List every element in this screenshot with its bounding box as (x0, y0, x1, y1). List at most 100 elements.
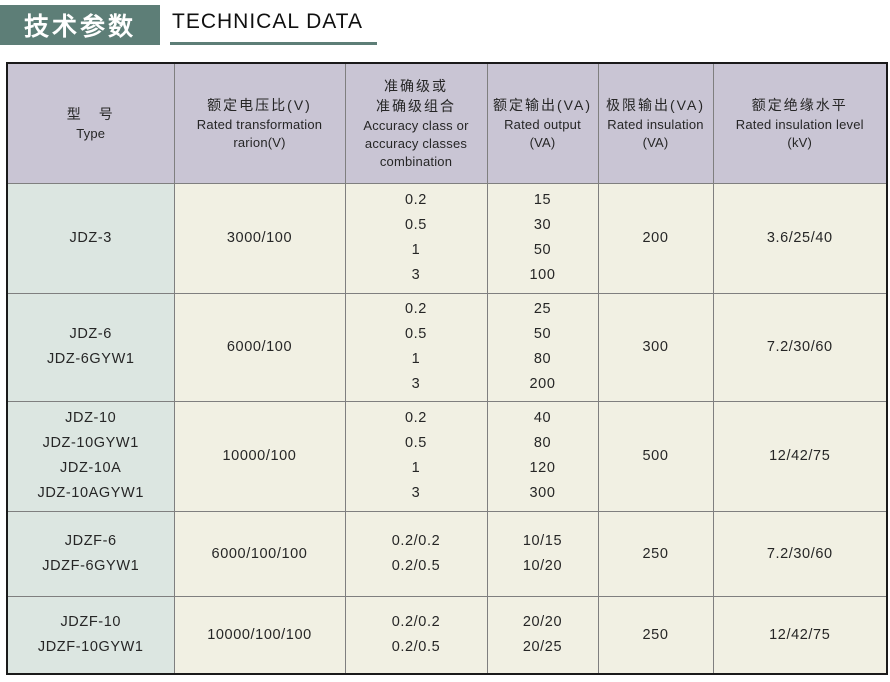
header-voltage-ratio-zh: 额定电压比(V) (207, 96, 312, 113)
cell-accuracy: 0.2/0.2 0.2/0.5 (344, 595, 488, 675)
header-rated-output-zh: 额定输出(VA) (493, 96, 592, 113)
type-name: JDZ-6GYW1 (46, 351, 135, 367)
accuracy-value: 0.2/0.5 (391, 557, 441, 574)
accuracy-value: 0.5 (405, 217, 427, 233)
title-zh: 技术参数 (23, 13, 136, 41)
header-cell-voltage-ratio: 额定电压比(V) Rated transformation rarion(V) (173, 62, 346, 184)
header-cell-accuracy: 准确级或 准确级组合 Accuracy class or accuracy cl… (344, 62, 488, 184)
header-rated-output-en: Rated output (VA) (504, 116, 581, 150)
rated-output-value: 40 (533, 410, 552, 426)
rated-output-value: 80 (533, 351, 552, 367)
cell-type: JDZF-6 JDZF-6GYW1 (6, 510, 175, 597)
header-cell-rated-output: 额定输出(VA) Rated output (VA) (486, 62, 599, 184)
cell-limit-output: 200 (597, 182, 714, 294)
cell-limit-output: 250 (597, 510, 714, 597)
accuracy-value: 0.2/0.5 (391, 638, 441, 655)
rated-output-value: 200 (529, 376, 556, 392)
rated-output-value: 30 (533, 217, 552, 233)
rated-output-value: 100 (529, 267, 556, 283)
header-type-en: Type (76, 125, 106, 141)
cell-rated-output: 15 30 50 100 (486, 182, 599, 294)
accuracy-value: 0.2/0.2 (391, 532, 441, 549)
rated-output-value: 300 (529, 485, 556, 501)
rated-output-value: 20/25 (522, 638, 563, 655)
rated-output-value: 50 (533, 242, 552, 258)
type-name: JDZ-10AGYW1 (37, 485, 144, 501)
cell-rated-output: 10/15 10/20 (486, 510, 599, 597)
header-insulation-level-zh: 额定绝缘水平 (751, 96, 848, 113)
rated-output-value: 20/20 (522, 613, 563, 630)
type-name: JDZ-3 (69, 229, 112, 246)
cell-type: JDZ-3 (6, 182, 175, 294)
table-row: JDZF-6 JDZF-6GYW1 6000/100/100 0.2/0.2 0… (6, 510, 888, 597)
header-cell-insulation-level: 额定绝缘水平 Rated insulation level (kV) (712, 62, 888, 184)
header-insulation-level-en: Rated insulation level (kV) (735, 116, 864, 150)
header-limit-output-zh: 极限输出(VA) (606, 96, 705, 113)
cell-type: JDZF-10 JDZF-10GYW1 (6, 595, 175, 675)
header-type-zh: 型 号 (66, 105, 115, 122)
accuracy-value: 0.2 (405, 410, 427, 426)
accuracy-value: 1 (411, 460, 421, 476)
accuracy-value: 1 (411, 351, 421, 367)
table-row: JDZ-10 JDZ-10GYW1 JDZ-10A JDZ-10AGYW1 10… (6, 400, 888, 512)
table-row: JDZ-3 3000/100 0.2 0.5 1 3 (6, 182, 888, 294)
accuracy-value: 3 (411, 376, 421, 392)
header-row: 型 号 Type 额定电压比(V) Rated transformation r… (6, 62, 888, 184)
cell-voltage-ratio: 10000/100/100 (173, 595, 346, 675)
header-voltage-ratio-en: Rated transformation rarion(V) (196, 116, 323, 150)
table-row: JDZF-10 JDZF-10GYW1 10000/100/100 0.2/0.… (6, 595, 888, 675)
technical-data-table: 型 号 Type 额定电压比(V) Rated transformation r… (6, 62, 888, 675)
accuracy-value: 0.5 (405, 326, 427, 342)
cell-voltage-ratio: 6000/100/100 (173, 510, 346, 597)
cell-accuracy: 0.2 0.5 1 3 (344, 292, 488, 402)
cell-insulation-level: 12/42/75 (712, 595, 888, 675)
cell-rated-output: 25 50 80 200 (486, 292, 599, 402)
table-row: JDZ-6 JDZ-6GYW1 6000/100 0.2 0.5 1 3 (6, 292, 888, 402)
header-cell-limit-output: 极限输出(VA) Rated insulation (VA) (597, 62, 714, 184)
cell-voltage-ratio: 10000/100 (173, 400, 346, 512)
rated-output-value: 80 (533, 435, 552, 451)
cell-insulation-level: 7.2/30/60 (712, 510, 888, 597)
type-name: JDZ-10A (60, 460, 122, 476)
technical-data-table-wrap: 型 号 Type 额定电压比(V) Rated transformation r… (6, 62, 888, 675)
cell-accuracy: 0.2 0.5 1 3 (344, 182, 488, 294)
title-bar: 技术参数 TECHNICAL DATA (0, 5, 890, 45)
type-name: JDZF-10 (60, 613, 122, 630)
cell-rated-output: 20/20 20/25 (486, 595, 599, 675)
type-name: JDZ-6 (69, 326, 112, 342)
rated-output-value: 10/15 (522, 532, 563, 549)
cell-voltage-ratio: 6000/100 (173, 292, 346, 402)
header-limit-output-en: Rated insulation (VA) (607, 116, 704, 150)
cell-limit-output: 250 (597, 595, 714, 675)
type-name: JDZ-10 (65, 410, 117, 426)
type-name: JDZF-6GYW1 (42, 557, 140, 574)
rated-output-value: 10/20 (522, 557, 563, 574)
accuracy-value: 0.5 (405, 435, 427, 451)
accuracy-value: 1 (411, 242, 421, 258)
cell-type: JDZ-10 JDZ-10GYW1 JDZ-10A JDZ-10AGYW1 (6, 400, 175, 512)
rated-output-value: 15 (533, 192, 552, 208)
cell-voltage-ratio: 3000/100 (173, 182, 346, 294)
rated-output-value: 120 (529, 460, 556, 476)
cell-limit-output: 300 (597, 292, 714, 402)
accuracy-value: 3 (411, 267, 421, 283)
title-zh-block: 技术参数 (0, 5, 160, 45)
header-accuracy-zh: 准确级或 准确级组合 (376, 77, 456, 114)
accuracy-value: 0.2 (405, 301, 427, 317)
accuracy-value: 0.2 (405, 192, 427, 208)
header-accuracy-en: Accuracy class or accuracy classes combi… (363, 117, 469, 169)
cell-accuracy: 0.2/0.2 0.2/0.5 (344, 510, 488, 597)
type-name: JDZF-6 (64, 532, 117, 549)
cell-insulation-level: 7.2/30/60 (712, 292, 888, 402)
accuracy-value: 3 (411, 485, 421, 501)
cell-limit-output: 500 (597, 400, 714, 512)
cell-insulation-level: 3.6/25/40 (712, 182, 888, 294)
rated-output-value: 50 (533, 326, 552, 342)
rated-output-value: 25 (533, 301, 552, 317)
cell-accuracy: 0.2 0.5 1 3 (344, 400, 488, 512)
cell-rated-output: 40 80 120 300 (486, 400, 599, 512)
header-cell-type: 型 号 Type (6, 62, 175, 184)
cell-insulation-level: 12/42/75 (712, 400, 888, 512)
cell-type: JDZ-6 JDZ-6GYW1 (6, 292, 175, 402)
